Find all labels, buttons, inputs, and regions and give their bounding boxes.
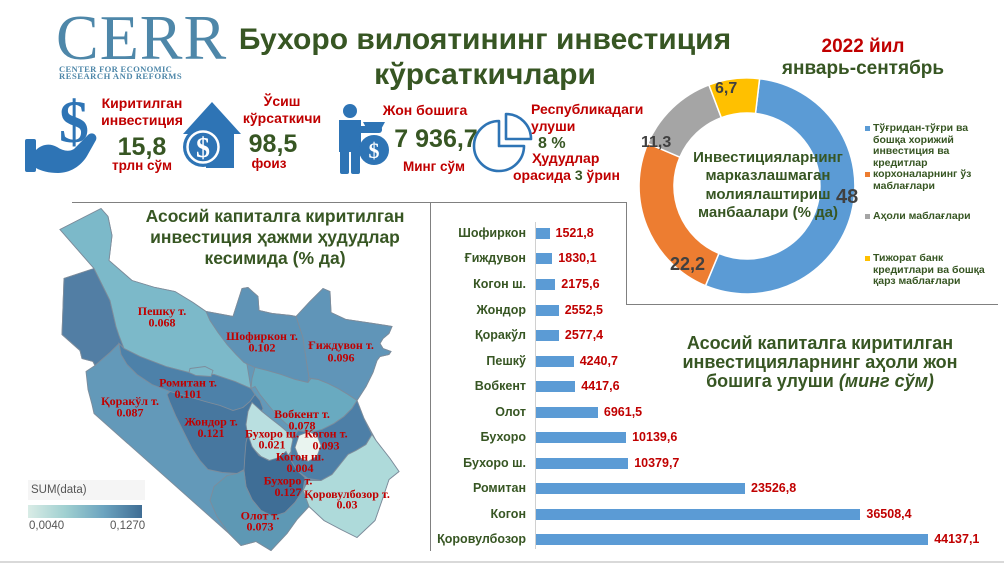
svg-text:0.096: 0.096 [328, 351, 355, 365]
svg-text:0.121: 0.121 [198, 426, 225, 440]
svg-text:Қоровулбозор т.: Қоровулбозор т. [304, 487, 390, 501]
svg-text:0.102: 0.102 [249, 341, 276, 355]
svg-text:Бухоро ш.: Бухоро ш. [245, 427, 299, 441]
svg-text:Когон т.: Когон т. [304, 427, 347, 441]
svg-text:0.004: 0.004 [287, 461, 314, 475]
svg-text:Пешку т.: Пешку т. [138, 304, 187, 318]
svg-text:Қоракўл т.: Қоракўл т. [101, 394, 159, 408]
svg-text:0.073: 0.073 [247, 520, 274, 534]
svg-text:Ромитан т.: Ромитан т. [159, 376, 217, 390]
svg-text:Вобкент т.: Вобкент т. [274, 407, 330, 421]
svg-text:$: $ [369, 138, 380, 163]
svg-text:Жондор т.: Жондор т. [184, 415, 238, 429]
svg-text:0.101: 0.101 [175, 387, 202, 401]
svg-text:0.03: 0.03 [337, 498, 358, 512]
svg-text:0.127: 0.127 [275, 485, 302, 499]
svg-text:0.078: 0.078 [289, 419, 316, 433]
svg-text:Когон ш.: Когон ш. [276, 450, 324, 464]
svg-text:0.087: 0.087 [117, 406, 144, 420]
svg-text:$: $ [196, 133, 210, 164]
svg-text:Олот т.: Олот т. [241, 509, 280, 523]
svg-text:0.093: 0.093 [313, 439, 340, 453]
svg-text:0.068: 0.068 [149, 316, 176, 330]
svg-text:0.021: 0.021 [259, 438, 286, 452]
svg-text:Бухоро т.: Бухоро т. [264, 474, 313, 488]
svg-text:Ғиждувон т.: Ғиждувон т. [308, 338, 374, 352]
svg-text:Шофиркон т.: Шофиркон т. [226, 329, 298, 343]
